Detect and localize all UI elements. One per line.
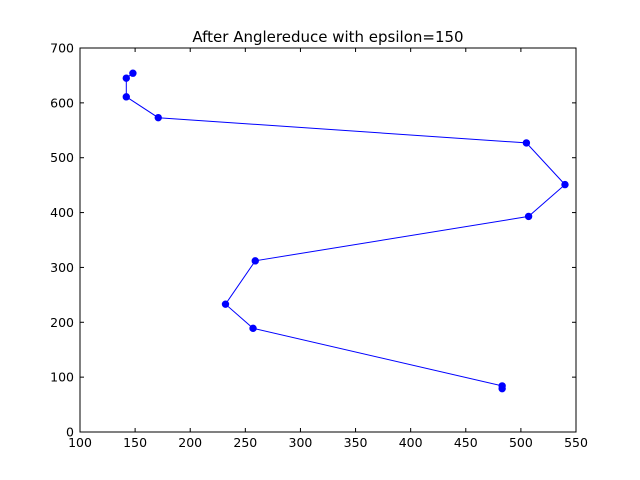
- y-tick-label: 500: [50, 150, 74, 165]
- x-tick-label: 300: [289, 435, 313, 450]
- y-tick-label: 700: [50, 41, 74, 56]
- x-tick-label: 450: [454, 435, 478, 450]
- x-tick-label: 150: [123, 435, 147, 450]
- data-point: [524, 212, 533, 221]
- x-tick-label: 250: [233, 435, 257, 450]
- data-point: [154, 113, 162, 122]
- y-tick-label: 600: [50, 95, 74, 110]
- x-tick-label: 100: [68, 435, 92, 450]
- data-point: [221, 300, 230, 308]
- data-point: [498, 384, 506, 393]
- x-tick-label: 400: [399, 435, 423, 450]
- y-tick-label: 0: [66, 425, 74, 440]
- data-point: [122, 74, 130, 82]
- data-point: [522, 139, 531, 147]
- y-axis: 0 100 200 300 400 500 600 700: [50, 41, 576, 440]
- x-tick-label: 350: [344, 435, 368, 450]
- chart-title: After Anglereduce with epsilon=150: [192, 28, 463, 46]
- y-tick-label: 200: [50, 315, 74, 330]
- data-point: [249, 324, 257, 333]
- x-tick-label: 200: [178, 435, 202, 450]
- x-tick-label: 550: [564, 435, 588, 450]
- series-layer: [122, 69, 569, 393]
- data-point: [122, 93, 130, 101]
- y-tick-label: 100: [50, 370, 74, 385]
- data-point: [251, 257, 259, 265]
- x-axis: 100 150 200 250 300 350 400 450 500 550: [68, 48, 588, 450]
- y-tick-label: 400: [50, 205, 74, 220]
- x-tick-label: 500: [509, 435, 533, 450]
- data-point: [561, 180, 569, 189]
- data-point: [129, 69, 137, 77]
- y-tick-label: 300: [50, 260, 74, 275]
- plot-area: [79, 47, 577, 433]
